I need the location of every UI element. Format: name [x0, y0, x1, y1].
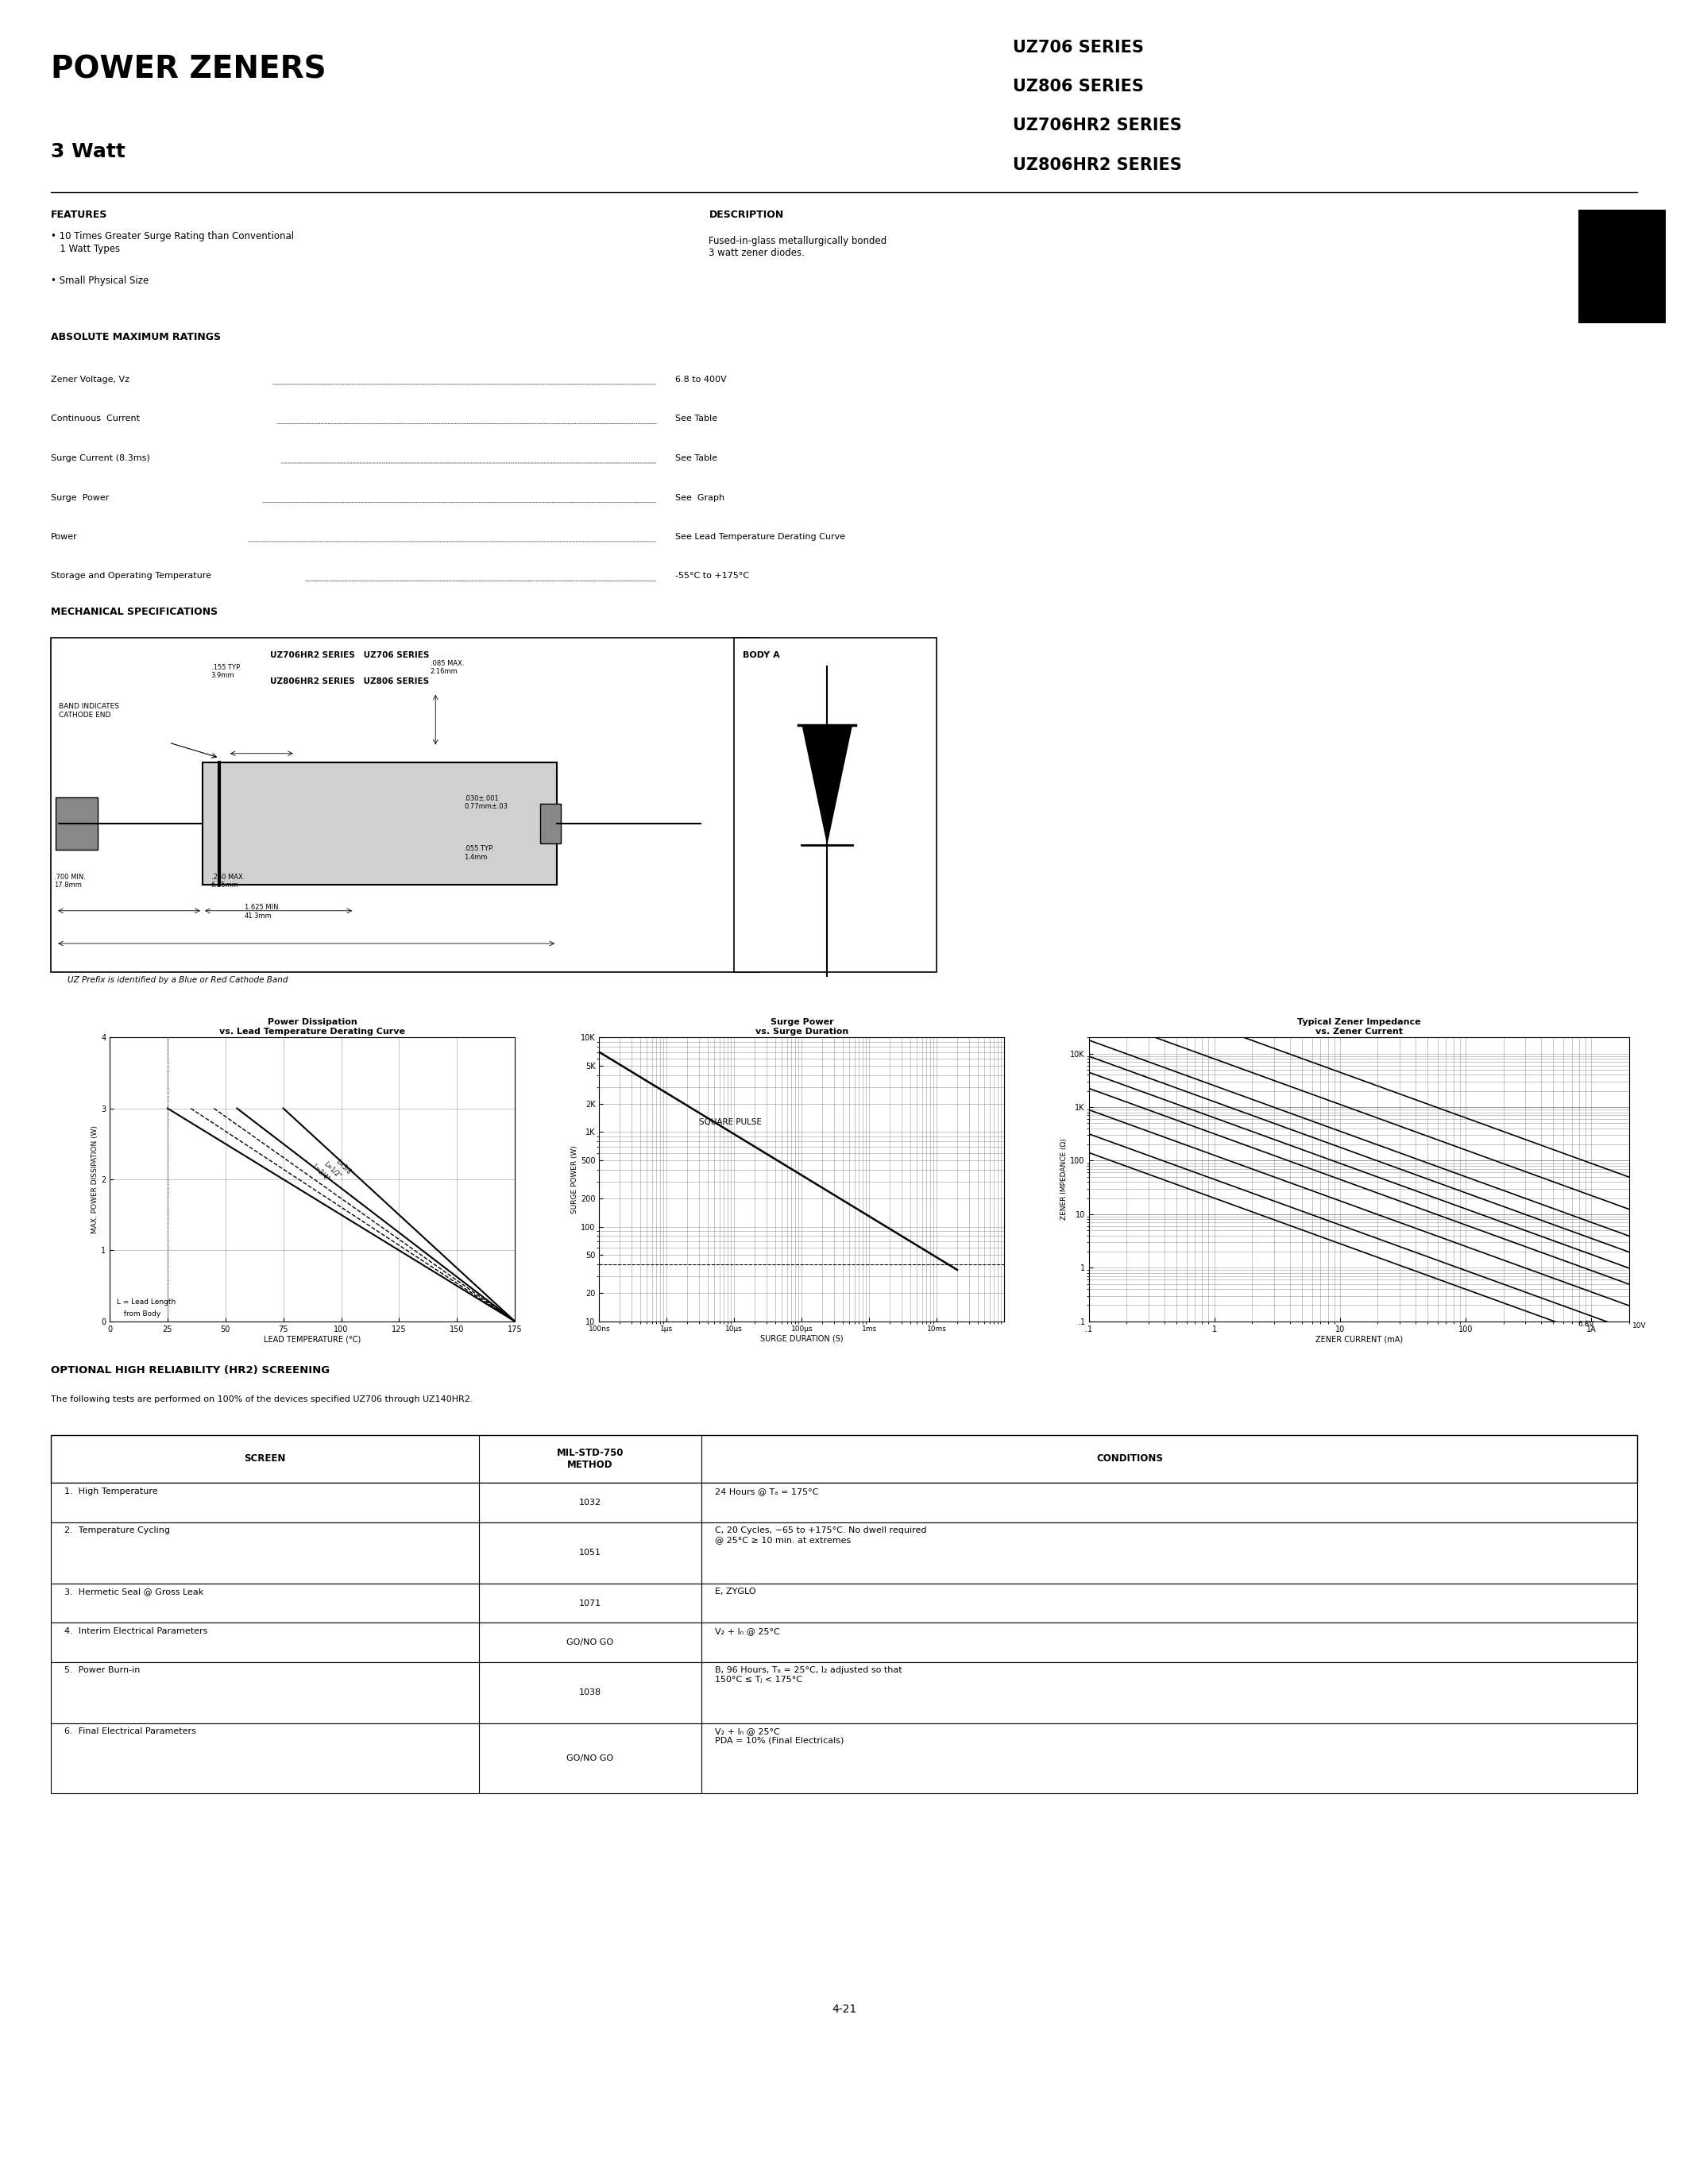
- Text: 1038: 1038: [579, 1688, 601, 1697]
- Y-axis label: MAX. POWER DISSIPATION (W): MAX. POWER DISSIPATION (W): [91, 1125, 98, 1234]
- Text: Zener Voltage, Vz: Zener Voltage, Vz: [51, 376, 130, 384]
- Text: GO/NO GO: GO/NO GO: [567, 1638, 614, 1647]
- Bar: [51, 1662, 1637, 1723]
- Y-axis label: SURGE POWER (W): SURGE POWER (W): [571, 1144, 579, 1214]
- Text: 5.  Power Burn-in: 5. Power Burn-in: [64, 1666, 140, 1675]
- Text: The following tests are performed on 100% of the devices specified UZ706 through: The following tests are performed on 100…: [51, 1396, 473, 1404]
- Title: Power Dissipation
vs. Lead Temperature Derating Curve: Power Dissipation vs. Lead Temperature D…: [219, 1018, 405, 1035]
- Text: OPTIONAL HIGH RELIABILITY (HR2) SCREENING: OPTIONAL HIGH RELIABILITY (HR2) SCREENIN…: [51, 1365, 329, 1376]
- Text: Storage and Operating Temperature: Storage and Operating Temperature: [51, 572, 211, 581]
- Text: 6.8V: 6.8V: [1578, 1321, 1593, 1328]
- Text: • Small Physical Size: • Small Physical Size: [51, 275, 149, 286]
- Text: 10V: 10V: [1632, 1321, 1646, 1330]
- Title: Typical Zener Impedance
vs. Zener Current: Typical Zener Impedance vs. Zener Curren…: [1296, 1018, 1421, 1035]
- Bar: [734, 638, 937, 972]
- Bar: [51, 1435, 1637, 1483]
- Text: Fused-in-glass metallurgically bonded
3 watt zener diodes.: Fused-in-glass metallurgically bonded 3 …: [709, 236, 888, 258]
- Text: .250 MAX.
6.35mm: .250 MAX. 6.35mm: [211, 874, 245, 889]
- Bar: [51, 1483, 1637, 1522]
- Text: B, 96 Hours, Tₐ = 25°C, I₂ adjusted so that
150°C ≤ Tⱼ < 175°C: B, 96 Hours, Tₐ = 25°C, I₂ adjusted so t…: [714, 1666, 901, 1684]
- Text: SCREEN: SCREEN: [245, 1455, 285, 1463]
- Text: See Lead Temperature Derating Curve: See Lead Temperature Derating Curve: [675, 533, 846, 542]
- Text: 4-21: 4-21: [832, 2003, 856, 2016]
- Bar: [203, 762, 557, 885]
- Text: C, 20 Cycles, −65 to +175°C. No dwell required
@ 25°C ≥ 10 min. at extremes: C, 20 Cycles, −65 to +175°C. No dwell re…: [714, 1527, 927, 1544]
- Text: .055 TYP.
1.4mm: .055 TYP. 1.4mm: [464, 845, 495, 860]
- Text: UZ Prefix is identified by a Blue or Red Cathode Band: UZ Prefix is identified by a Blue or Red…: [68, 976, 289, 985]
- Text: CONDITIONS: CONDITIONS: [1096, 1455, 1163, 1463]
- Text: .030±.001
0.77mm±.03: .030±.001 0.77mm±.03: [464, 795, 508, 810]
- Y-axis label: ZENER IMPEDANCE (Ω): ZENER IMPEDANCE (Ω): [1060, 1138, 1069, 1221]
- Text: 3.  Hermetic Seal @ Gross Leak: 3. Hermetic Seal @ Gross Leak: [64, 1588, 203, 1597]
- Text: 24 Hours @ Tₐ = 175°C: 24 Hours @ Tₐ = 175°C: [714, 1487, 819, 1496]
- Text: • 10 Times Greater Surge Rating than Conventional
   1 Watt Types: • 10 Times Greater Surge Rating than Con…: [51, 232, 294, 253]
- Text: Continuous  Current: Continuous Current: [51, 415, 140, 424]
- Text: See  Graph: See Graph: [675, 494, 724, 502]
- Text: UZ806 SERIES: UZ806 SERIES: [1013, 79, 1144, 94]
- Text: SQUARE PULSE: SQUARE PULSE: [699, 1118, 761, 1127]
- Text: 4.  Interim Electrical Parameters: 4. Interim Electrical Parameters: [64, 1627, 208, 1636]
- Text: 1.  High Temperature: 1. High Temperature: [64, 1487, 157, 1496]
- Text: 1.625 MIN.
41.3mm: 1.625 MIN. 41.3mm: [245, 904, 280, 919]
- Text: MIL-STD-750
METHOD: MIL-STD-750 METHOD: [557, 1448, 623, 1470]
- Text: L=1/2": L=1/2": [322, 1160, 343, 1179]
- Title: Surge Power
vs. Surge Duration: Surge Power vs. Surge Duration: [755, 1018, 849, 1035]
- Text: V₂ + Iₙ @ 25°C
PDA = 10% (Final Electricals): V₂ + Iₙ @ 25°C PDA = 10% (Final Electric…: [714, 1728, 844, 1745]
- Text: 6.8 to 400V: 6.8 to 400V: [675, 376, 726, 384]
- Text: -55°C to +175°C: -55°C to +175°C: [675, 572, 749, 581]
- Polygon shape: [802, 725, 852, 845]
- Bar: [540, 804, 560, 843]
- Text: Surge  Power: Surge Power: [51, 494, 110, 502]
- Bar: [51, 1723, 1637, 1793]
- Text: GO/NO GO: GO/NO GO: [567, 1754, 614, 1762]
- Text: from Body: from Body: [116, 1310, 160, 1317]
- Text: L=3/4": L=3/4": [311, 1162, 331, 1182]
- Text: L=3/8": L=3/8": [334, 1158, 354, 1177]
- Bar: [51, 1522, 1637, 1583]
- Text: 1051: 1051: [579, 1548, 601, 1557]
- Text: 2.  Temperature Cycling: 2. Temperature Cycling: [64, 1527, 170, 1535]
- Text: UZ706HR2 SERIES   UZ706 SERIES: UZ706HR2 SERIES UZ706 SERIES: [270, 651, 429, 660]
- X-axis label: ZENER CURRENT (mA): ZENER CURRENT (mA): [1315, 1334, 1403, 1343]
- Text: UZ806HR2 SERIES   UZ806 SERIES: UZ806HR2 SERIES UZ806 SERIES: [270, 677, 429, 686]
- X-axis label: SURGE DURATION (S): SURGE DURATION (S): [760, 1334, 844, 1343]
- Text: .085 MAX.
2.16mm: .085 MAX. 2.16mm: [430, 660, 464, 675]
- Text: DESCRIPTION: DESCRIPTION: [709, 210, 783, 221]
- Text: MECHANICAL SPECIFICATIONS: MECHANICAL SPECIFICATIONS: [51, 607, 218, 618]
- Text: Power: Power: [51, 533, 78, 542]
- Text: See Table: See Table: [675, 454, 717, 463]
- Bar: [1578, 210, 1666, 323]
- X-axis label: LEAD TEMPERATURE (°C): LEAD TEMPERATURE (°C): [263, 1334, 361, 1343]
- Text: ABSOLUTE MAXIMUM RATINGS: ABSOLUTE MAXIMUM RATINGS: [51, 332, 221, 343]
- Text: UZ706 SERIES: UZ706 SERIES: [1013, 39, 1144, 55]
- Text: .155 TYP.
3.9mm: .155 TYP. 3.9mm: [211, 664, 241, 679]
- Bar: [51, 638, 760, 972]
- Text: Surge Current (8.3ms): Surge Current (8.3ms): [51, 454, 150, 463]
- Text: 1071: 1071: [579, 1599, 601, 1607]
- Text: .700 MIN.
17.8mm: .700 MIN. 17.8mm: [54, 874, 86, 889]
- Text: 3 Watt: 3 Watt: [51, 142, 125, 162]
- Text: 6.  Final Electrical Parameters: 6. Final Electrical Parameters: [64, 1728, 196, 1736]
- Text: 4: 4: [1612, 210, 1632, 240]
- Bar: [51, 1583, 1637, 1623]
- Text: E, ZYGLO: E, ZYGLO: [714, 1588, 756, 1597]
- Text: UZ706HR2 SERIES: UZ706HR2 SERIES: [1013, 118, 1182, 133]
- Text: BODY A: BODY A: [743, 651, 780, 660]
- Bar: [56, 797, 98, 850]
- Text: BAND INDICATES
CATHODE END: BAND INDICATES CATHODE END: [59, 703, 120, 719]
- Text: L = Lead Length: L = Lead Length: [116, 1299, 176, 1306]
- Text: V₂ + Iₙ @ 25°C: V₂ + Iₙ @ 25°C: [714, 1627, 780, 1636]
- Text: UZ806HR2 SERIES: UZ806HR2 SERIES: [1013, 157, 1182, 173]
- Text: See Table: See Table: [675, 415, 717, 424]
- Bar: [51, 1623, 1637, 1662]
- Text: FEATURES: FEATURES: [51, 210, 108, 221]
- Text: POWER ZENERS: POWER ZENERS: [51, 55, 326, 85]
- Text: 1032: 1032: [579, 1498, 601, 1507]
